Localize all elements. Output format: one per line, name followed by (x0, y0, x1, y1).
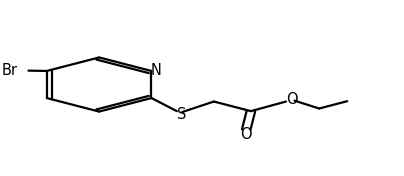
Text: S: S (177, 107, 186, 122)
Text: N: N (151, 63, 162, 78)
Text: O: O (240, 127, 252, 142)
Text: Br: Br (2, 63, 17, 78)
Text: O: O (286, 92, 298, 107)
